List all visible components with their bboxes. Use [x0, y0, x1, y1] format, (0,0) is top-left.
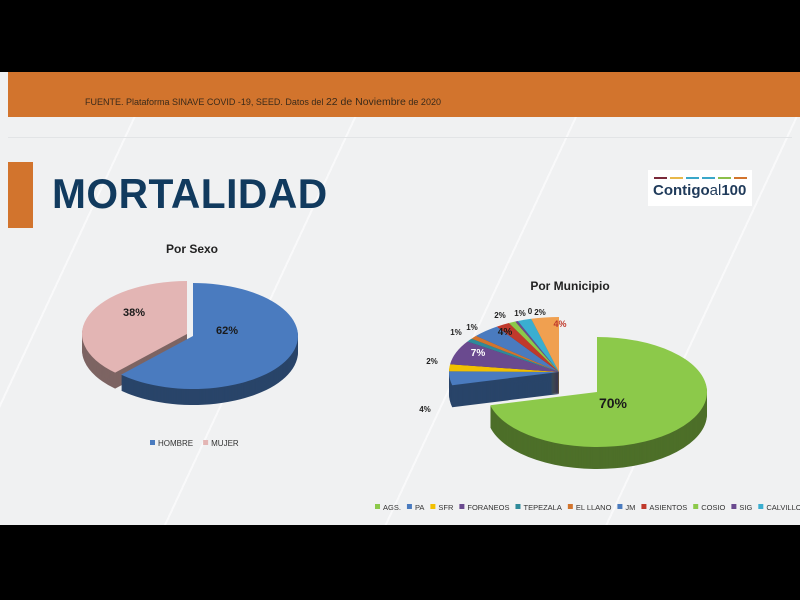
legend-label-sig: SIG	[739, 503, 752, 512]
legend-swatch-tepezala	[515, 504, 521, 509]
pie-slice-mujer[interactable]	[82, 281, 187, 373]
source-prefix: FUENTE. Plataforma SINAVE COVID -19, SEE…	[85, 97, 324, 107]
source-banner: FUENTE. Plataforma SINAVE COVID -19, SEE…	[8, 72, 800, 117]
data-label-pa: 4%	[419, 405, 431, 414]
title-accent-bar	[8, 162, 33, 228]
data-label-mujer: 38%	[123, 307, 145, 319]
legend-label-foraneos: FORANEOS	[467, 503, 509, 512]
logo-dash	[670, 177, 683, 179]
legend-swatch-el-llano	[567, 504, 573, 509]
legend-label-el-llano: EL LLANO	[576, 503, 612, 512]
pie-slice-foraneos[interactable]	[450, 341, 559, 372]
data-label-sfr: 2%	[426, 357, 438, 366]
legend-swatch-pa	[406, 504, 412, 509]
data-label-hombre: 62%	[216, 325, 238, 337]
legend-label-cosio: COSIO	[701, 503, 725, 512]
legend-swatch-foraneos	[459, 504, 465, 509]
divider	[8, 137, 792, 138]
source-text: FUENTE. Plataforma SINAVE COVID -19, SEE…	[85, 96, 441, 108]
pie-slice-calvillo[interactable]	[517, 318, 559, 372]
pie-slice-jm[interactable]	[475, 326, 559, 372]
slide: FUENTE. Plataforma SINAVE COVID -19, SEE…	[0, 72, 800, 525]
legend-label-hombre: HOMBRE	[158, 439, 193, 448]
data-label-calvillo: 2%	[534, 308, 546, 317]
chart-title: Por Municipio	[530, 279, 609, 293]
pie-slice-sfr[interactable]	[449, 364, 559, 372]
logo-dash	[686, 177, 699, 179]
data-label-el-llano: 1%	[466, 323, 478, 332]
data-label-cosio: 1%	[514, 309, 526, 318]
pie-slice-cosio[interactable]	[508, 321, 559, 372]
legend-label-ags: AGS.	[383, 503, 401, 512]
data-label-asientos: 2%	[494, 311, 506, 320]
source-date: 22 de Noviembre	[325, 96, 406, 108]
data-label-rr: 4%	[553, 319, 566, 329]
data-label-sig: 0	[528, 307, 533, 316]
data-label-tepezala: 1%	[450, 328, 462, 337]
legend-label-jm: JM	[625, 503, 635, 512]
legend-swatch-jm	[617, 504, 623, 509]
legend-label-mujer: MUJER	[211, 439, 239, 448]
logo-dash	[702, 177, 715, 179]
legend-swatch-ags	[375, 504, 380, 509]
legend-swatch-hombre	[150, 440, 155, 445]
logo-dash	[734, 177, 747, 179]
chart-title: Por Sexo	[166, 242, 218, 256]
legend-label-sfr: SFR	[438, 503, 454, 512]
legend-swatch-sig	[731, 504, 737, 509]
legend-label-tepezala: TEPEZALA	[523, 503, 561, 512]
pie-slice-pa[interactable]	[449, 371, 559, 386]
pie-slice-rr[interactable]	[531, 317, 559, 372]
legend-label-calvillo: CALVILLO	[766, 503, 800, 512]
logo-dash	[718, 177, 731, 179]
logo-dash	[654, 177, 667, 179]
legend-swatch-cosio	[693, 504, 699, 509]
logo-main: Contigo	[653, 182, 710, 199]
legend-swatch-asientos	[641, 504, 647, 509]
data-label-foraneos: 7%	[471, 348, 486, 359]
legend-label-pa: PA	[415, 503, 424, 512]
contigo-al-100-logo: Contigoal100	[648, 170, 752, 206]
pie-slice-tepezala[interactable]	[467, 338, 559, 372]
logo-num: 100	[721, 182, 747, 199]
page-title: MORTALIDAD	[52, 170, 328, 217]
pie-slice-hombre[interactable]	[121, 283, 298, 390]
data-label-jm: 4%	[498, 327, 513, 338]
pie-chart-por-sexo: Por Sexo 62% 38% HOMBRE MUJER	[81, 242, 299, 448]
data-label-ags: 70%	[599, 395, 628, 411]
legend-swatch-mujer	[203, 440, 209, 445]
legend-swatch-sfr	[430, 504, 436, 509]
pie-slice-asientos[interactable]	[496, 323, 559, 372]
source-suffix: de 2020	[408, 97, 441, 107]
logo-al: al	[709, 182, 722, 199]
pie-slice-ags[interactable]	[490, 337, 707, 447]
legend-label-asientos: ASIENTOS	[649, 503, 687, 512]
pie-slice-el-llano[interactable]	[471, 335, 559, 372]
pie-slice-sig[interactable]	[515, 320, 559, 372]
legend-swatch-calvillo	[758, 504, 764, 509]
